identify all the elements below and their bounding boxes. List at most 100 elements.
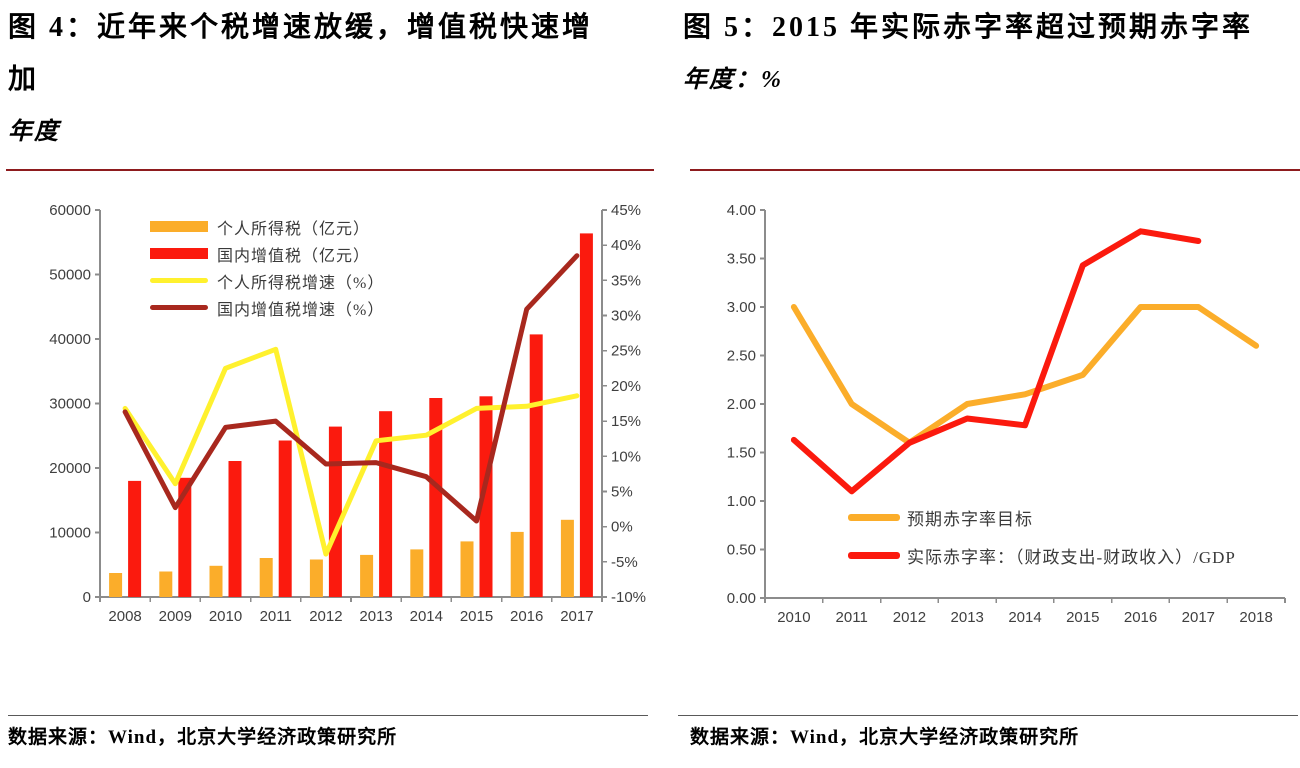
bar-国内增值税（亿元）-2009 (178, 477, 192, 597)
figure-5-chart: 0.00 0.50 1.00 1.50 2.00 2.50 3.00 3.50 4.00 2010… (727, 202, 1286, 626)
axis-tick-label: 2016 (510, 608, 543, 625)
axis-tick-label: 2009 (159, 608, 192, 625)
axis-tick-label: 4.00 (727, 202, 756, 219)
axis-tick-label: 2015 (1066, 609, 1099, 626)
axis-tick-label: 10% (611, 448, 641, 465)
bar-国内增值税（亿元）-2017 (579, 233, 593, 597)
axis-tick-label: 2014 (410, 608, 443, 625)
bar-国内增值税（亿元）-2016 (529, 334, 543, 597)
figure-5-header: 图 5：2015 年实际赤字率超过预期赤字率 年度：% (683, 2, 1295, 106)
bar-国内增值税（亿元）-2014 (429, 398, 443, 597)
bar-国内增值税（亿元）-2011 (278, 440, 292, 597)
bar-国内增值税（亿元）-2008 (128, 480, 142, 597)
legend-item: 个人所得税增速（%） (150, 267, 384, 294)
bar-个人所得税（亿元）-2013 (360, 554, 374, 597)
bar-个人所得税（亿元）-2015 (460, 541, 474, 597)
axis-tick-label: 40000 (49, 331, 91, 348)
axis-tick-label: 1.50 (727, 445, 756, 462)
axis-tick-label: 2017 (1182, 609, 1215, 626)
axis-tick-label: -10% (611, 589, 646, 606)
legend-label: 个人所得税（亿元） (217, 220, 371, 238)
figure-4-source: 数据来源：Wind，北京大学经济政策研究所 (8, 727, 398, 748)
bar-个人所得税（亿元）-2011 (259, 558, 273, 597)
axis-tick-label: 40% (611, 237, 641, 254)
axis-tick-label: 2014 (1008, 609, 1041, 626)
figure-4-panel: 图 4：近年来个税增速放缓，增值税快速增加 年度 0 10000 20000 3000… (8, 2, 646, 748)
axis-tick-label: 0.50 (727, 542, 756, 559)
legend-line-swatch (848, 551, 900, 559)
bar-个人所得税（亿元）-2014 (410, 549, 424, 597)
axis-tick-label: 50000 (49, 267, 91, 284)
bar-个人所得税（亿元）-2010 (209, 565, 223, 597)
axis-tick-label: 20% (611, 378, 641, 395)
axis-tick-label: 2011 (836, 609, 868, 626)
figure-4-legend: 个人所得税（亿元） 国内增值税（亿元） 个人所得税增速（%） 国内增值税增速（%… (150, 213, 384, 321)
axis-tick-label: -5% (611, 554, 638, 571)
bar-国内增值税（亿元）-2012 (328, 426, 342, 597)
axis-tick-label: 60000 (49, 202, 91, 219)
axis-tick-label: 1.00 (727, 493, 756, 510)
axis-tick-label: 2016 (1124, 609, 1157, 626)
axis-tick-label: 35% (611, 272, 641, 289)
bar-国内增值税（亿元）-2010 (228, 461, 242, 597)
legend-line-swatch (150, 305, 208, 310)
figure-4-subtitle: 年度 (8, 119, 60, 145)
figure-4-title: 图 4：近年来个税增速放缓，增值税快速增加 (8, 12, 594, 95)
axis-tick-label: 0.00 (727, 590, 756, 607)
figure-5-panel: 图 5：2015 年实际赤字率超过预期赤字率 年度：% 0.00 0.50 1.00… (650, 0, 1300, 768)
legend-label: 国内增值税增速（%） (217, 301, 385, 319)
axis-tick-label: 2.50 (727, 348, 756, 365)
axis-tick-label: 2.00 (727, 396, 756, 413)
figure-4-header: 图 4：近年来个税增速放缓，增值税快速增加 年度 (8, 2, 608, 158)
axis-tick-label: 2012 (893, 609, 926, 626)
legend-label: 预期赤字率目标 (907, 509, 1033, 529)
line-预期赤字率目标 (790, 304, 1260, 446)
axis-tick-label: 30% (611, 308, 641, 325)
figure-4-chart: 0 10000 20000 30000 40000 50000 60000 -10% -5% 0%… (49, 202, 646, 625)
axis-tick-label: 2010 (777, 609, 810, 626)
axis-tick-label: 25% (611, 343, 641, 360)
legend-label: 个人所得税增速（%） (217, 274, 385, 292)
axis-tick-label: 20000 (49, 460, 91, 477)
legend-line-swatch (150, 278, 208, 283)
axis-tick-label: 45% (611, 202, 641, 219)
axis-tick-label: 5% (611, 483, 633, 500)
axis-tick-label: 3.00 (727, 299, 756, 316)
axis-tick-label: 30000 (49, 396, 91, 413)
axis-tick-label: 2011 (260, 608, 292, 625)
axis-tick-label: 2008 (108, 608, 141, 625)
axis-tick-label: 2010 (209, 608, 242, 625)
axis-tick-label: 2013 (359, 608, 392, 625)
axis-tick-label: 3.50 (727, 251, 756, 268)
axis-tick-label: 2018 (1239, 609, 1272, 626)
figure-5-source: 数据来源：Wind，北京大学经济政策研究所 (690, 727, 1080, 748)
legend-item: 实际赤字率：（财政支出-财政收入）/GDP (848, 543, 1236, 567)
legend-label: 国内增值税（亿元） (217, 247, 371, 265)
legend-item: 个人所得税（亿元） (150, 213, 384, 240)
legend-bar-swatch (150, 221, 208, 232)
bar-个人所得税（亿元）-2016 (510, 531, 524, 597)
legend-item: 国内增值税（亿元） (150, 240, 384, 267)
bar-个人所得税（亿元）-2012 (309, 559, 323, 597)
bar-个人所得税（亿元）-2008 (109, 573, 123, 597)
axis-tick-label: 10000 (49, 525, 91, 542)
axis-tick-label: 2012 (309, 608, 342, 625)
figure-5-title: 图 5：2015 年实际赤字率超过预期赤字率 (683, 12, 1254, 43)
title-separator (6, 169, 654, 171)
source-separator (678, 715, 1298, 716)
source-separator (8, 715, 648, 716)
bar-个人所得税（亿元）-2009 (159, 571, 173, 597)
title-separator (690, 169, 1300, 171)
bar-国内增值税（亿元）-2015 (479, 396, 493, 597)
axis-tick-label: 0 (83, 589, 91, 606)
legend-line-swatch (848, 513, 900, 521)
bar-个人所得税（亿元）-2017 (560, 519, 574, 597)
line-实际赤字率：（财政支出-财政收入）/GDP (790, 228, 1202, 495)
figure-5-legend: 预期赤字率目标 实际赤字率：（财政支出-财政收入）/GDP (848, 505, 1236, 581)
legend-item: 预期赤字率目标 (848, 505, 1236, 529)
legend-item: 国内增值税增速（%） (150, 294, 384, 321)
axis-tick-label: 15% (611, 413, 641, 430)
legend-label: 实际赤字率：（财政支出-财政收入）/GDP (907, 547, 1236, 567)
axis-tick-label: 2015 (460, 608, 493, 625)
legend-bar-swatch (150, 248, 208, 259)
